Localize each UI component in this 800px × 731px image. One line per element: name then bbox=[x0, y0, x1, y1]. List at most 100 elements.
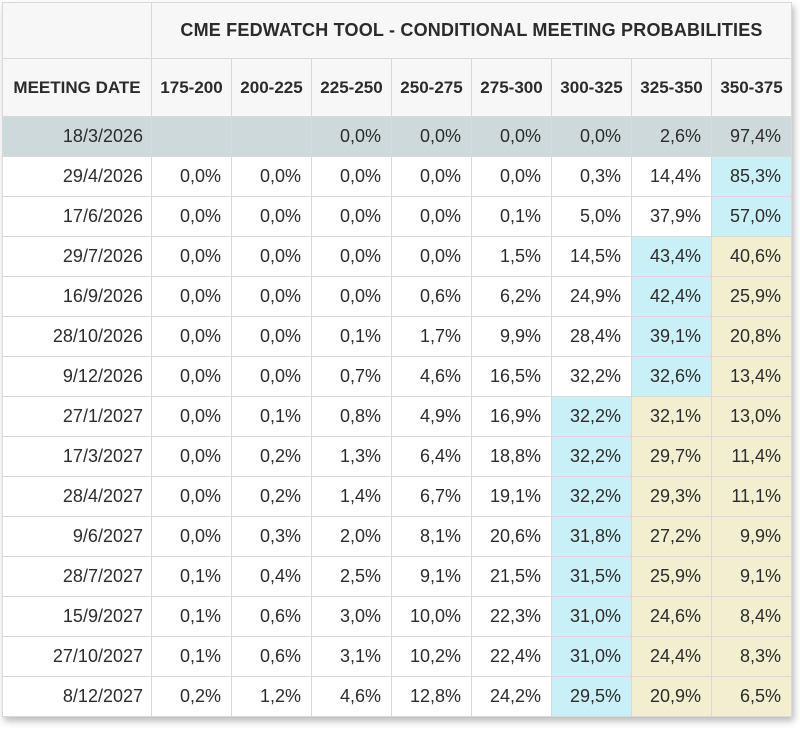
probability-cell: 0,0% bbox=[311, 236, 392, 277]
title-row: CME FEDWATCH TOOL - CONDITIONAL MEETING … bbox=[2, 2, 793, 59]
probability-cell: 14,4% bbox=[631, 156, 712, 197]
probability-cell: 0,4% bbox=[231, 556, 312, 597]
probability-cell: 0,0% bbox=[551, 116, 632, 157]
corner-cell bbox=[2, 2, 152, 59]
table-row[interactable]: 16/9/2026 0,0% 0,0% 0,0% 0,6% 6,2% 24,9% 42,4% 2… bbox=[2, 276, 793, 317]
meeting-date-cell: 28/7/2027 bbox=[2, 556, 152, 597]
probability-cell: 0,1% bbox=[151, 556, 232, 597]
probability-cell: 0,3% bbox=[551, 156, 632, 197]
probability-cell: 0,1% bbox=[231, 396, 312, 437]
probability-cell: 0,0% bbox=[151, 156, 232, 197]
probability-cell: 25,9% bbox=[631, 556, 712, 597]
probability-cell: 1,7% bbox=[391, 316, 472, 357]
meeting-date-cell: 9/12/2026 bbox=[2, 356, 152, 397]
probability-cell: 29,5% bbox=[551, 676, 632, 717]
meeting-date-header: MEETING DATE bbox=[2, 58, 152, 117]
probability-cell: 0,6% bbox=[231, 596, 312, 637]
probability-cell: 32,2% bbox=[551, 476, 632, 517]
probability-cell: 4,6% bbox=[311, 676, 392, 717]
table-row[interactable]: 29/7/2026 0,0% 0,0% 0,0% 0,0% 1,5% 14,5% 43,4% 4… bbox=[2, 236, 793, 277]
probability-cell: 8,3% bbox=[710, 636, 793, 677]
table-row[interactable]: 17/3/2027 0,0% 0,2% 1,3% 6,4% 18,8% 32,2% 29,7%… bbox=[2, 436, 793, 477]
probability-cell: 0,0% bbox=[151, 196, 232, 237]
probability-cell: 2,5% bbox=[311, 556, 392, 597]
probability-cell: 0,6% bbox=[231, 636, 312, 677]
probability-cell: 24,9% bbox=[551, 276, 632, 317]
probability-cell: 57,0% bbox=[710, 196, 793, 237]
table-row[interactable]: 28/4/2027 0,0% 0,2% 1,4% 6,7% 19,1% 32,2% 29,3%… bbox=[2, 476, 793, 517]
probability-cell: 0,3% bbox=[231, 516, 312, 557]
probability-cell: 43,4% bbox=[631, 236, 712, 277]
probability-cell: 16,5% bbox=[471, 356, 552, 397]
probability-cell: 0,2% bbox=[231, 476, 312, 517]
table-row[interactable]: 28/10/2026 0,0% 0,0% 0,1% 1,7% 9,9% 28,4% 39,1%… bbox=[2, 316, 793, 357]
probability-cell: 8,4% bbox=[710, 596, 793, 637]
table-row[interactable]: 15/9/2027 0,1% 0,6% 3,0% 10,0% 22,3% 31,0% 24,6… bbox=[2, 596, 793, 637]
table-row[interactable]: 29/4/2026 0,0% 0,0% 0,0% 0,0% 0,0% 0,3% 14,4% 85… bbox=[2, 156, 793, 197]
probability-cell: 0,0% bbox=[151, 396, 232, 437]
probability-cell: 22,4% bbox=[471, 636, 552, 677]
probability-cell: 20,6% bbox=[471, 516, 552, 557]
table-row[interactable]: 9/12/2026 0,0% 0,0% 0,7% 4,6% 16,5% 32,2% 32,6%… bbox=[2, 356, 793, 397]
table-row[interactable]: 27/1/2027 0,0% 0,1% 0,8% 4,9% 16,9% 32,2% 32,1%… bbox=[2, 396, 793, 437]
probability-cell: 0,0% bbox=[311, 156, 392, 197]
probability-cell: 0,7% bbox=[311, 356, 392, 397]
probability-cell: 1,3% bbox=[311, 436, 392, 477]
probability-cell: 6,5% bbox=[710, 676, 793, 717]
probability-cell: 1,4% bbox=[311, 476, 392, 517]
table-row[interactable]: 17/6/2026 0,0% 0,0% 0,0% 0,0% 0,1% 5,0% 37,9% 57… bbox=[2, 196, 793, 237]
table-row[interactable]: 18/3/2026 0,0% 0,0% 0,0% 0,0% 2,6% 97,4% bbox=[2, 116, 793, 157]
probability-cell: 31,0% bbox=[551, 596, 632, 637]
probability-cell: 85,3% bbox=[710, 156, 793, 197]
table-row[interactable]: 27/10/2027 0,1% 0,6% 3,1% 10,2% 22,4% 31,0% 24,… bbox=[2, 636, 793, 677]
probability-cell: 2,0% bbox=[311, 516, 392, 557]
meeting-date-cell: 29/7/2026 bbox=[2, 236, 152, 277]
probability-cell: 0,0% bbox=[151, 436, 232, 477]
probability-cell: 5,0% bbox=[551, 196, 632, 237]
probability-cell: 13,0% bbox=[710, 396, 793, 437]
rate-range-header: 200-225 bbox=[231, 58, 312, 117]
probability-cell: 18,8% bbox=[471, 436, 552, 477]
probability-cell: 29,7% bbox=[631, 436, 712, 477]
probability-cell: 25,9% bbox=[710, 276, 793, 317]
probability-cell: 22,3% bbox=[471, 596, 552, 637]
meeting-date-cell: 9/6/2027 bbox=[2, 516, 152, 557]
probability-cell: 1,2% bbox=[231, 676, 312, 717]
probability-cell: 0,0% bbox=[391, 196, 472, 237]
table-row[interactable]: 9/6/2027 0,0% 0,3% 2,0% 8,1% 20,6% 31,8% 27,2% 9… bbox=[2, 516, 793, 557]
probability-cell: 0,0% bbox=[231, 316, 312, 357]
probability-cell: 0,0% bbox=[471, 116, 552, 157]
probability-cell: 31,8% bbox=[551, 516, 632, 557]
table-body: 18/3/2026 0,0% 0,0% 0,0% 0,0% 2,6% 97,4% 29/4/2… bbox=[2, 116, 793, 717]
meeting-date-cell: 17/6/2026 bbox=[2, 196, 152, 237]
probability-cell: 0,1% bbox=[151, 596, 232, 637]
probability-cell bbox=[231, 116, 312, 157]
probability-cell: 10,0% bbox=[391, 596, 472, 637]
probability-cell: 0,0% bbox=[471, 156, 552, 197]
meeting-date-cell: 18/3/2026 bbox=[2, 116, 152, 157]
probability-cell: 9,1% bbox=[391, 556, 472, 597]
rate-range-header: 175-200 bbox=[151, 58, 232, 117]
probability-cell: 32,1% bbox=[631, 396, 712, 437]
probability-cell: 0,6% bbox=[391, 276, 472, 317]
probability-cell: 32,6% bbox=[631, 356, 712, 397]
probability-cell: 3,1% bbox=[311, 636, 392, 677]
probability-cell: 21,5% bbox=[471, 556, 552, 597]
probability-cell: 32,2% bbox=[551, 396, 632, 437]
probability-cell: 0,0% bbox=[311, 276, 392, 317]
probability-cell: 6,2% bbox=[471, 276, 552, 317]
meeting-date-cell: 28/4/2027 bbox=[2, 476, 152, 517]
probability-cell: 0,0% bbox=[151, 276, 232, 317]
probability-cell: 9,9% bbox=[471, 316, 552, 357]
table-row[interactable]: 8/12/2027 0,2% 1,2% 4,6% 12,8% 24,2% 29,5% 20,9… bbox=[2, 676, 793, 717]
meeting-date-cell: 16/9/2026 bbox=[2, 276, 152, 317]
table-row[interactable]: 28/7/2027 0,1% 0,4% 2,5% 9,1% 21,5% 31,5% 25,9%… bbox=[2, 556, 793, 597]
rate-range-header: 225-250 bbox=[311, 58, 392, 117]
probability-cell: 0,0% bbox=[391, 116, 472, 157]
rate-range-header: 275-300 bbox=[471, 58, 552, 117]
probability-cell: 24,6% bbox=[631, 596, 712, 637]
probability-cell: 0,0% bbox=[231, 356, 312, 397]
probability-cell: 37,9% bbox=[631, 196, 712, 237]
probability-cell: 8,1% bbox=[391, 516, 472, 557]
probability-cell: 29,3% bbox=[631, 476, 712, 517]
